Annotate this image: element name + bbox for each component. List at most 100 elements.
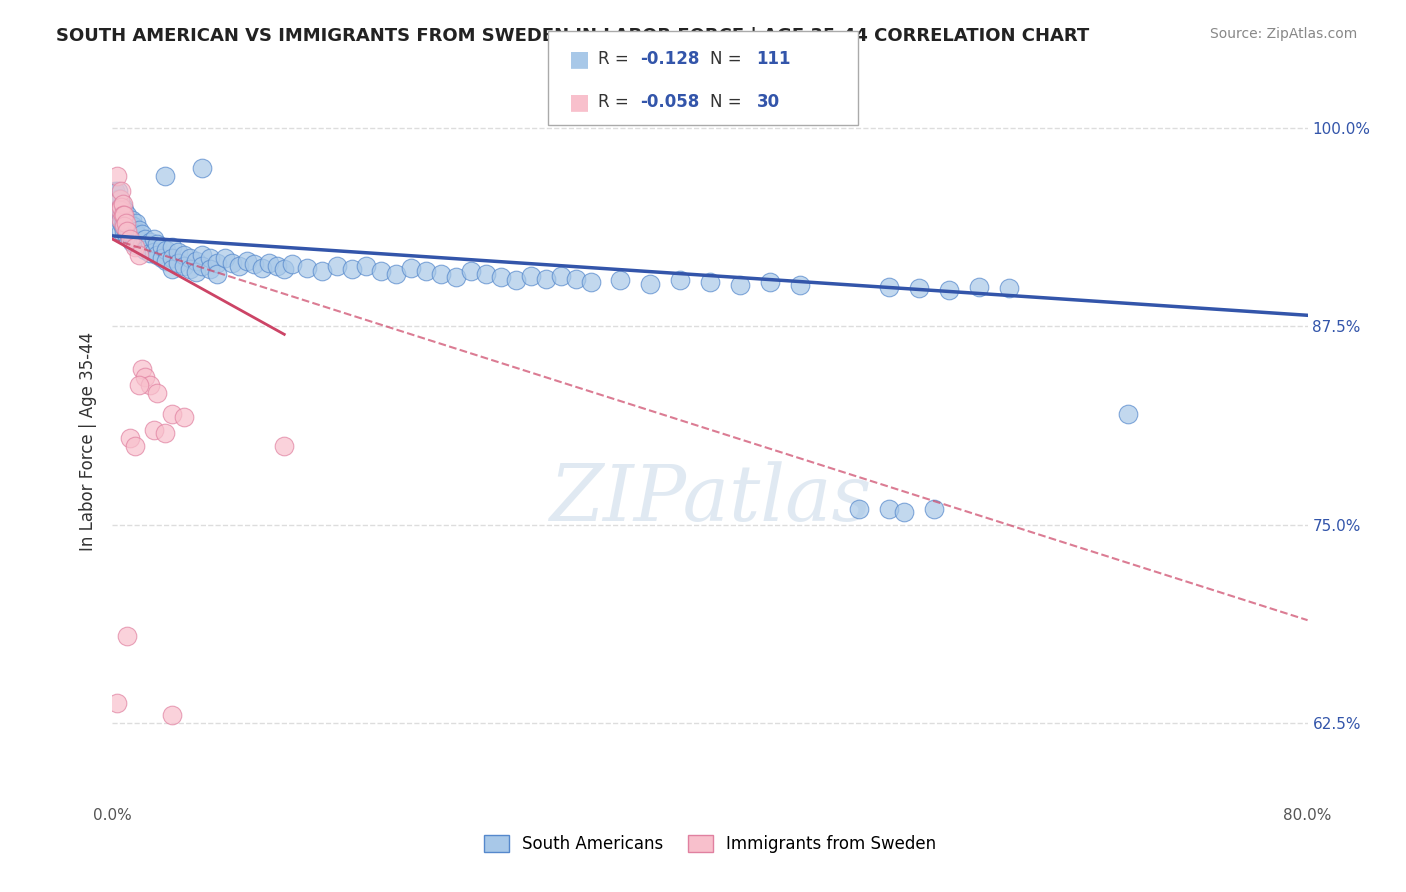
Point [117, 208, 139, 222]
Point [205, 256, 228, 270]
Text: SOUTH AMERICAN VS IMMIGRANTS FROM SWEDEN IN LABOR FORCE | AGE 35-44 CORRELATION : SOUTH AMERICAN VS IMMIGRANTS FROM SWEDEN… [56, 27, 1090, 45]
Point [114, 203, 135, 218]
Point [118, 216, 141, 230]
Point [108, 200, 131, 214]
Point [340, 262, 363, 277]
Point [273, 438, 295, 452]
Point [124, 235, 146, 250]
Text: Source: ZipAtlas.com: Source: ZipAtlas.com [1209, 27, 1357, 41]
Point [146, 236, 169, 251]
Point [110, 213, 132, 227]
Point [191, 259, 214, 273]
Point [124, 240, 146, 254]
Point [370, 264, 392, 278]
Point [115, 216, 138, 230]
Text: 30: 30 [756, 93, 779, 111]
Point [221, 256, 243, 270]
Point [728, 278, 751, 293]
Text: R =: R = [598, 51, 634, 69]
Point [153, 169, 176, 183]
Point [115, 224, 138, 238]
Point [505, 273, 527, 287]
Point [1118, 407, 1140, 421]
Point [117, 224, 139, 238]
Point [120, 232, 142, 246]
Point [111, 208, 134, 222]
Text: R =: R = [598, 93, 634, 111]
Text: ■: ■ [569, 92, 591, 112]
Point [117, 228, 139, 243]
Point [273, 262, 295, 277]
Point [114, 208, 135, 222]
Legend: South Americans, Immigrants from Sweden: South Americans, Immigrants from Sweden [477, 828, 943, 860]
Point [186, 265, 208, 279]
Point [401, 260, 423, 275]
Point [128, 248, 150, 262]
Point [131, 238, 153, 252]
Point [122, 219, 145, 234]
Y-axis label: In Labor Force | Age 35-44: In Labor Force | Age 35-44 [79, 332, 97, 551]
Point [759, 275, 782, 289]
Point [550, 268, 572, 283]
Point [134, 243, 156, 257]
Point [155, 254, 177, 268]
Text: ZIPatlas: ZIPatlas [548, 461, 872, 538]
Point [128, 378, 150, 392]
Point [111, 219, 134, 234]
Point [107, 851, 129, 865]
Point [124, 438, 146, 452]
Point [125, 227, 148, 242]
Point [699, 275, 721, 289]
Point [125, 216, 148, 230]
Point [879, 279, 901, 293]
Point [520, 268, 543, 283]
Point [110, 208, 132, 222]
Point [998, 281, 1021, 295]
Point [236, 254, 259, 268]
Point [385, 267, 408, 281]
Point [198, 251, 221, 265]
Point [143, 423, 166, 437]
Point [134, 370, 156, 384]
Point [460, 264, 482, 278]
Point [475, 267, 498, 281]
Point [114, 224, 135, 238]
Point [143, 244, 166, 259]
Text: -0.128: -0.128 [640, 51, 699, 69]
Point [848, 502, 870, 516]
Point [564, 272, 586, 286]
Point [117, 629, 139, 643]
Point [579, 275, 602, 289]
Point [121, 235, 143, 250]
Point [173, 248, 195, 262]
Point [893, 505, 915, 519]
Point [118, 227, 141, 242]
Point [198, 262, 221, 277]
Point [167, 256, 190, 270]
Point [162, 262, 183, 277]
Point [669, 273, 692, 287]
Point [938, 283, 960, 297]
Point [153, 425, 176, 440]
Point [110, 200, 132, 214]
Text: 111: 111 [756, 51, 792, 69]
Point [110, 216, 132, 230]
Point [131, 362, 153, 376]
Point [139, 378, 162, 392]
Point [908, 281, 931, 295]
Point [111, 200, 134, 214]
Point [489, 270, 512, 285]
Point [186, 254, 208, 268]
Point [105, 696, 128, 710]
Point [640, 277, 662, 291]
Point [167, 244, 190, 259]
Point [114, 216, 135, 230]
Point [125, 238, 148, 252]
Point [150, 251, 173, 265]
Point [150, 240, 173, 254]
Point [139, 246, 162, 260]
Point [146, 248, 169, 262]
Point [173, 409, 195, 424]
Text: N =: N = [710, 51, 747, 69]
Point [105, 193, 128, 207]
